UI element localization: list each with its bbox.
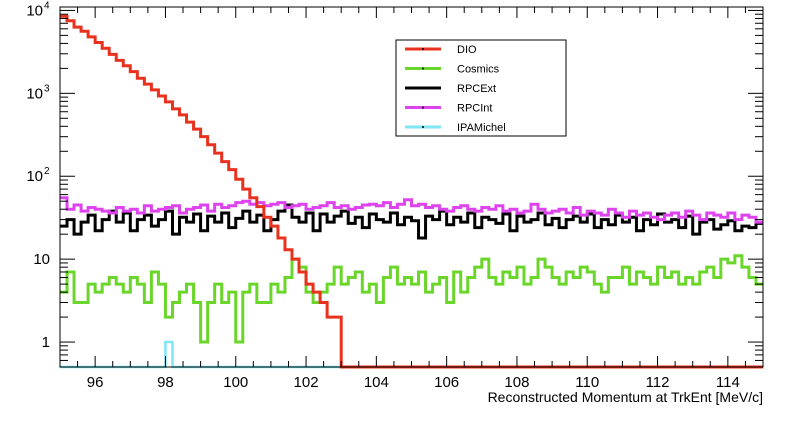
legend-marker-dot — [422, 87, 424, 89]
legend-marker-dot — [422, 106, 424, 109]
series-rpcint-line — [60, 196, 763, 224]
y-tick-label: 10 — [26, 2, 43, 19]
y-tick-label-exponent: 4 — [44, 0, 50, 11]
legend-marker-dot — [422, 67, 424, 70]
y-tick-label-exponent: 2 — [44, 166, 50, 177]
legend-marker-dot — [422, 48, 424, 50]
x-tick-label: 112 — [646, 374, 670, 391]
legend: DIO Cosmics RPCExt RPCInt IPAMichel — [395, 39, 567, 137]
legend-label-rpcint: RPCInt — [457, 103, 492, 115]
legend-label-ipamichel: IPAMichel — [457, 122, 506, 134]
legend-marker-dot — [422, 126, 424, 128]
x-tick-label: 102 — [294, 374, 319, 391]
x-tick-label: 100 — [223, 374, 248, 391]
series-rpcext-line — [60, 203, 763, 240]
x-tick-label: 96 — [87, 374, 104, 391]
legend-label-cosmics: Cosmics — [457, 64, 500, 76]
legend-label-rpcext: RPCExt — [457, 83, 496, 95]
legend-label-dio: DIO — [457, 44, 477, 56]
ticks-layer — [59, 7, 764, 368]
x-tick-label: 98 — [157, 374, 174, 391]
x-tick-label: 114 — [716, 374, 740, 391]
y-tick-label: 1 — [42, 334, 50, 351]
x-tick-label: 104 — [364, 374, 389, 391]
y-tick-label: 10 — [26, 168, 43, 185]
x-tick-label: 108 — [504, 374, 529, 391]
y-tick-label: 10 — [33, 251, 50, 268]
x-axis-title: Reconstructed Momentum at TrkEnt [MeV/c] — [488, 389, 763, 405]
y-tick-label-exponent: 3 — [44, 83, 50, 94]
x-tick-label: 106 — [434, 374, 459, 391]
y-tick-label: 10 — [26, 85, 43, 102]
x-tick-label: 110 — [575, 374, 599, 391]
series-cosmics-line — [60, 254, 763, 344]
